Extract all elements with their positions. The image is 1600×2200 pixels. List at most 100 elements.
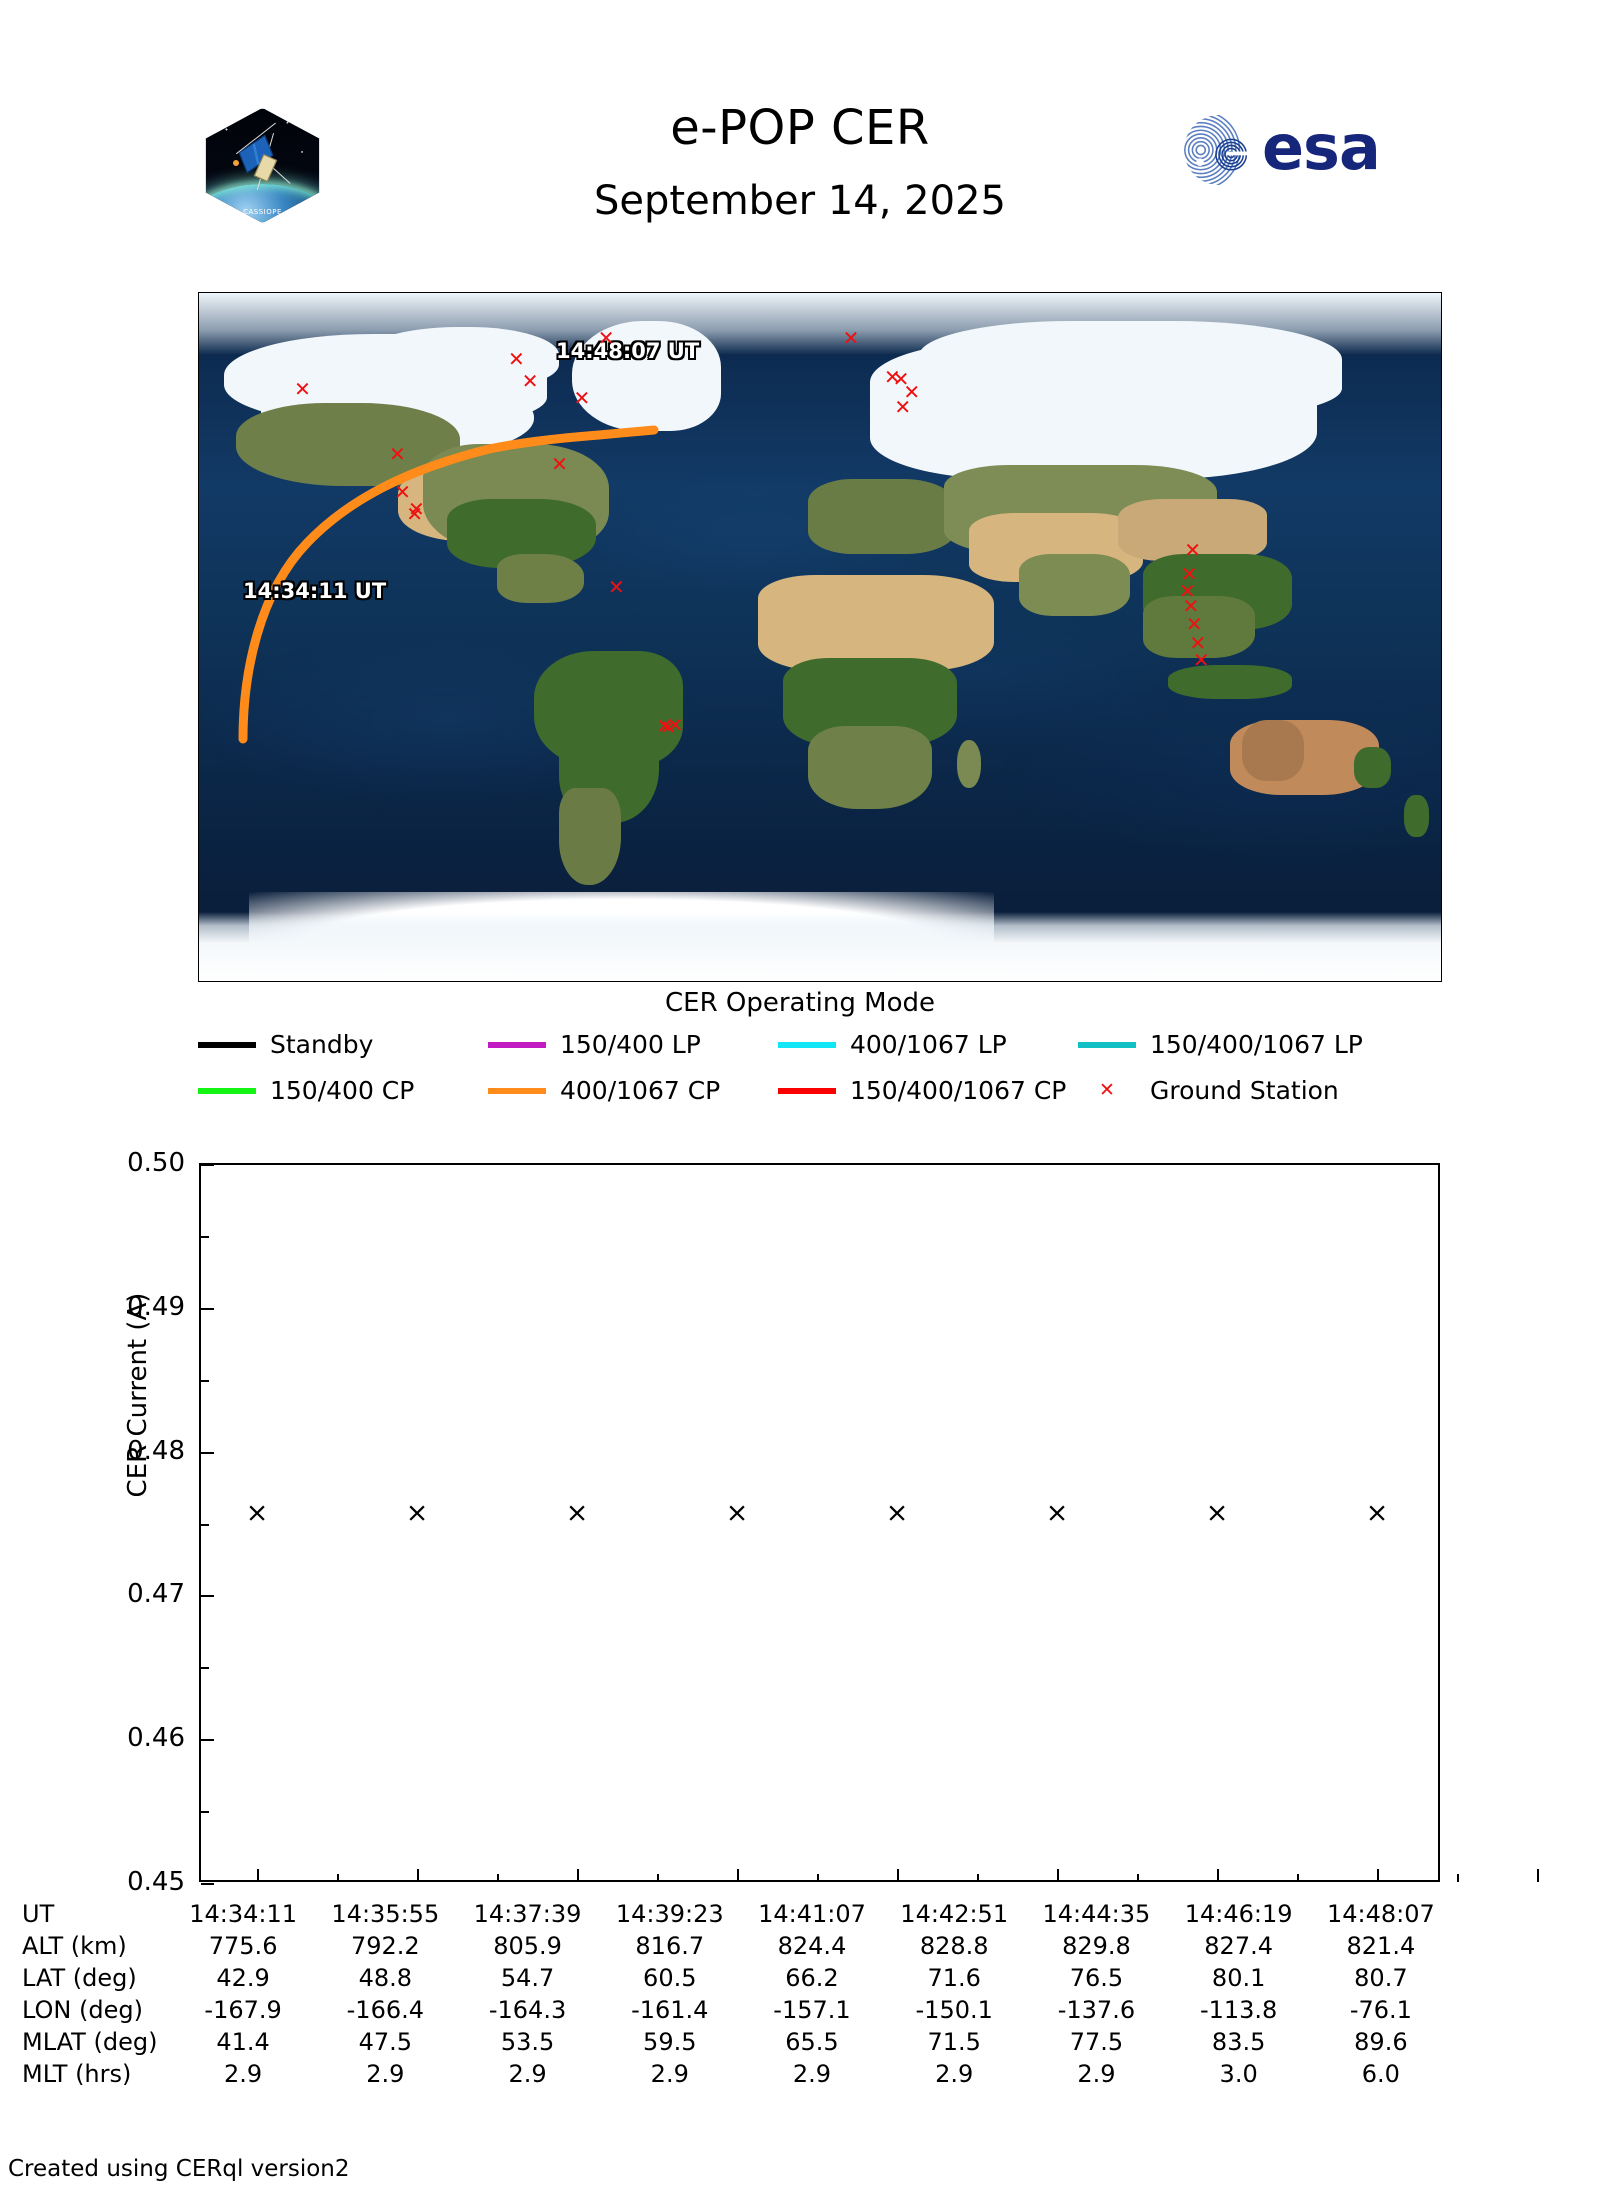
table-row: ALT (km) 775.6 792.2 805.9 816.7 824.4 828.8 82… [22,1930,1452,1962]
table-cell: 66.2 [785,1964,839,1992]
track-end-time-label: 14:48:07 UT [556,339,700,363]
table-row: MLT (hrs) 2.9 2.9 2.9 2.9 2.9 2.9 2.9 3.0 6.0 [22,2058,1452,2090]
table-cell: -150.1 [915,1996,993,2024]
legend-swatch-line [198,1087,256,1094]
cassiope-logo-caption: CASSIOPE [243,208,282,217]
legend-item-standby: Standby [198,1030,373,1059]
table-cell: 41.4 [216,2028,270,2056]
ephemeris-table: UT 14:34:11 14:35:55 14:37:39 14:39:23 14:41:… [22,1898,1452,2090]
table-cell: 59.5 [643,2028,697,2056]
legend-item-label: 150/400/1067 LP [1150,1030,1363,1059]
ground-station-marker: ✕ [388,441,406,466]
orbit-ground-track [238,425,659,744]
ground-station-marker: ✕ [656,713,674,738]
table-cell: 816.7 [635,1932,705,1960]
y-tick [201,1451,214,1454]
x-tick-minor [1137,1874,1139,1882]
legend-swatch-marker: ✕ [1099,1079,1115,1101]
ground-station-marker: ✕ [884,365,901,390]
legend-item-label: Ground Station [1150,1076,1339,1105]
table-cell: 6.0 [1361,2060,1400,2088]
table-cell: 827.4 [1204,1932,1273,1960]
table-cell: 2.9 [224,2060,263,2088]
y-tick [201,1883,214,1885]
ground-station-marker: ✕ [666,712,684,737]
table-cell: -76.1 [1349,1996,1412,2024]
data-point: × [1365,1497,1389,1529]
table-cell: 76.5 [1069,1964,1124,1992]
y-tick-label: 0.46 [127,1723,185,1754]
y-tick-minor [201,1667,209,1670]
ground-station-marker: ✕ [892,367,910,392]
ground-station-marker: ✕ [597,326,615,351]
table-cell: 80.7 [1354,1964,1408,1992]
table-cell: 792.2 [350,1932,420,1960]
table-cell: 14:37:39 [473,1900,582,1928]
table-row-label: LAT (deg) [22,1964,137,1992]
ground-station-marker: ✕ [903,379,921,404]
ground-station-marker: ✕ [1189,630,1207,655]
table-cell: 60.5 [643,1964,697,1992]
legend-title: CER Operating Mode [0,988,1600,1018]
table-row: UT 14:34:11 14:35:55 14:37:39 14:39:23 14:41:… [22,1898,1452,1930]
legend-item-ground-station: ✕ Ground Station [1078,1076,1339,1105]
legend-swatch-line [198,1041,256,1048]
table-cell: 14:42:51 [900,1900,1009,1928]
x-tick-minor [977,1874,979,1882]
table-cell: 14:46:19 [1184,1900,1293,1928]
x-tick-minor [337,1874,339,1882]
table-cell: 14:41:07 [758,1900,866,1928]
ground-station-marker: ✕ [394,479,411,504]
table-row-label: MLAT (deg) [22,2028,158,2056]
ground-station-marker: ✕ [1184,537,1201,562]
legend-item-label: 150/400 CP [270,1076,415,1105]
page-header: CASSIOPE e-POP CER September 14, 2025 [0,0,1600,280]
ground-station-marker: ✕ [894,394,912,419]
table-cell: 2.9 [935,2060,974,2088]
page-title: e-POP CER [0,100,1600,156]
table-row-label: UT [22,1900,55,1928]
x-tick-minor [497,1874,499,1882]
table-cell: -113.8 [1199,1996,1278,2024]
ground-station-marker: ✕ [294,377,311,402]
data-point: × [245,1497,269,1529]
legend-item-label: 400/1067 CP [560,1076,721,1105]
legend-item-label: 400/1067 LP [850,1030,1007,1059]
ground-station-marker: ✕ [1192,647,1210,672]
cassiope-mission-logo-icon: CASSIOPE [205,108,320,223]
table-cell: 2.9 [792,2060,832,2088]
y-tick-label: 0.50 [127,1148,185,1178]
y-tick-label: 0.47 [127,1579,185,1610]
y-tick-minor [201,1235,209,1238]
legend-swatch-line [488,1041,546,1048]
y-tick [201,1595,214,1598]
table-cell: 14:39:23 [615,1900,724,1928]
page-date: September 14, 2025 [0,178,1600,224]
x-tick-minor [817,1874,819,1882]
x-tick [1537,1869,1539,1882]
table-row: LAT (deg) 42.9 48.8 54.7 60.5 66.2 71.6 76.5 80.… [22,1962,1452,1994]
y-tick [201,1164,214,1166]
ground-station-marker: ✕ [1180,561,1198,586]
ground-station-marker: ✕ [1179,579,1196,604]
table-cell: 89.6 [1354,2028,1408,2056]
y-axis-tick-labels: 0.50 0.49 0.48 0.47 0.46 0.45 [60,0,185,2200]
table-cell: 83.5 [1211,2028,1266,2056]
table-row: MLAT (deg) 41.4 47.5 53.5 59.5 65.5 71.5 77.5 83… [22,2026,1452,2058]
table-cell: 71.5 [927,2028,981,2056]
table-cell: 14:34:11 [189,1900,297,1928]
table-cell: -137.6 [1057,1996,1136,2024]
cer-current-plot: × × × × × × × × [199,1163,1539,1885]
table-cell: 14:35:55 [331,1900,440,1928]
world-map-image [199,293,1441,981]
x-tick [1217,1869,1219,1882]
legend-title-text: CER Operating Mode [664,988,935,1018]
table-row-label: ALT (km) [22,1932,127,1960]
ground-station-marker: ✕ [407,496,425,521]
table-cell: 824.4 [777,1932,847,1960]
legend-swatch-line [488,1087,546,1094]
table-cell: 54.7 [500,1964,555,1992]
table-cell: 805.9 [493,1932,562,1960]
y-tick-minor [201,1379,209,1382]
table-cell: 821.4 [1346,1932,1416,1960]
